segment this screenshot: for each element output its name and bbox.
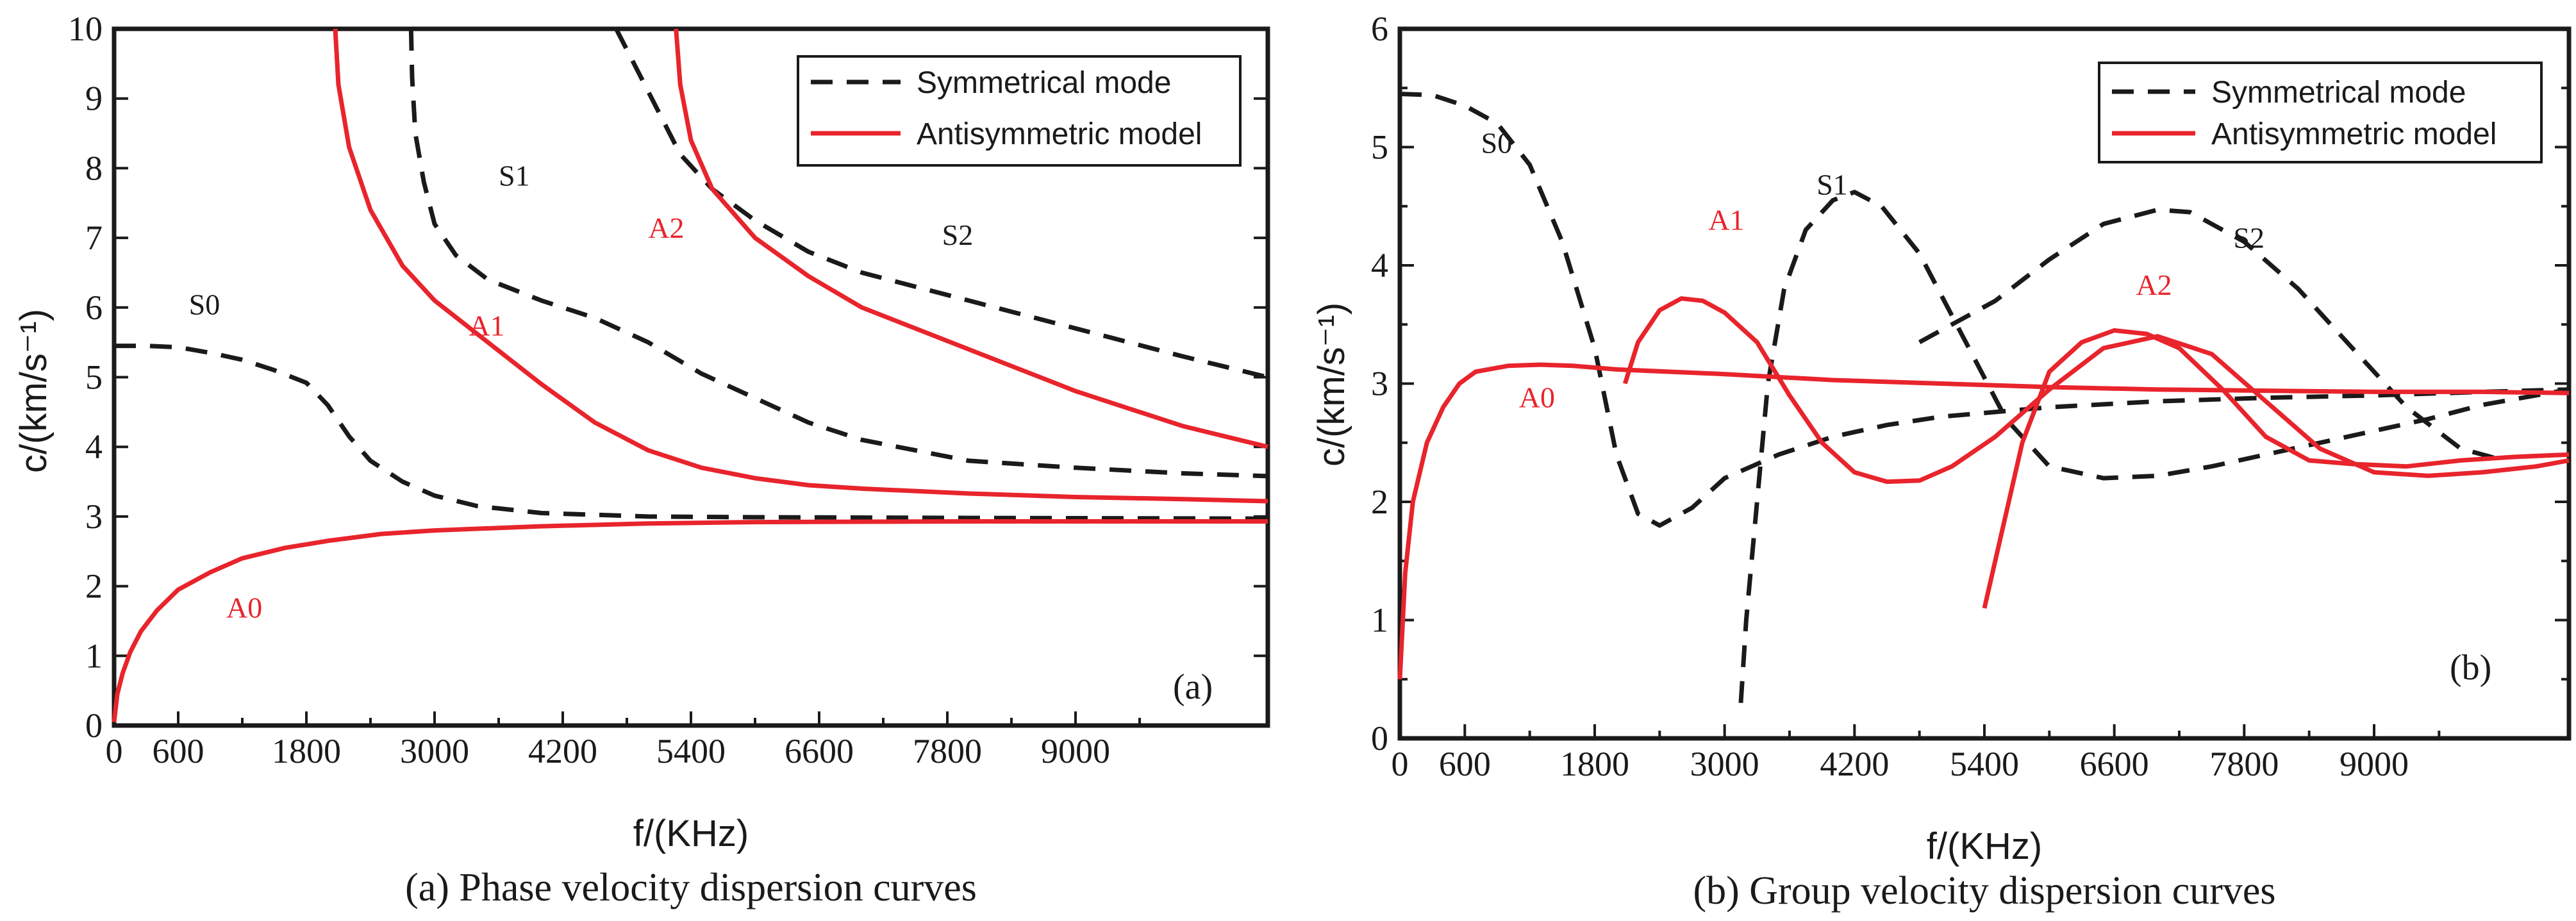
y-tick-label: 1	[1371, 601, 1388, 640]
curve-label-s0-b: S0	[1481, 127, 1513, 160]
curve-label-a2-b: A2	[2136, 269, 2172, 301]
y-tick-label: 3	[1371, 365, 1388, 403]
y-tick-label: 6	[1371, 10, 1388, 48]
y-axis-label-a: c/(km/s⁻¹)	[13, 309, 54, 473]
y-tick-label: 2	[1371, 483, 1388, 521]
y-tick-label: 9	[85, 79, 103, 118]
curve-a2-a	[674, 28, 1268, 449]
x-tick-label: 0	[106, 732, 123, 770]
y-tick-label: 2	[85, 567, 103, 606]
legend-b: Symmetrical mode Antisymmetric model	[2098, 62, 2543, 163]
x-tick-label: 7800	[2209, 745, 2279, 783]
y-tick-label: 4	[85, 427, 103, 466]
curve-label-s1-a: S1	[499, 160, 530, 192]
y-tick-label: 10	[68, 10, 103, 48]
curve-a0-b	[1397, 362, 2570, 679]
x-tick-label: 6600	[2080, 745, 2149, 783]
x-tick-label: 3000	[1690, 745, 1759, 783]
curves-a	[112, 28, 1268, 722]
x-tick-label: 6600	[785, 732, 854, 770]
curve-s1-b	[1738, 190, 2570, 703]
curve-a1-b	[1622, 296, 2570, 485]
curve-labels-a: S0 S1 S2 A0 A1 A2	[189, 160, 974, 624]
legend-symmetric-label-b: Symmetrical mode	[2211, 76, 2466, 110]
y-tick-label: 6	[85, 288, 103, 327]
y-axis-label-b: c/(km/s⁻¹)	[1311, 303, 1352, 467]
y-tick-label: 1	[85, 636, 103, 675]
curve-s1-a	[408, 28, 1268, 479]
curve-label-a0-a: A0	[226, 592, 262, 624]
y-tick-label: 5	[1371, 128, 1388, 167]
panel-tag-b: (b)	[2450, 648, 2491, 688]
curve-label-a0-b: A0	[1519, 381, 1555, 413]
legend-symmetric-label-a: Symmetrical mode	[917, 66, 1171, 100]
caption-b: (b) Group velocity dispersion curves	[1693, 869, 2275, 913]
legend-a: Symmetrical mode Antisymmetric model	[797, 55, 1242, 167]
curve-s0-b	[1399, 92, 2570, 528]
x-tick-label: 1800	[272, 732, 341, 770]
x-tick-label: 3000	[400, 732, 469, 770]
curve-label-s0-a: S0	[189, 288, 220, 321]
curve-label-a2-a: A2	[648, 212, 684, 244]
curve-a0-a	[112, 519, 1268, 722]
curves-b	[1397, 92, 2570, 703]
y-tick-label: 7	[85, 219, 103, 257]
x-tick-label: 600	[1439, 745, 1491, 783]
x-tick-label: 9000	[1041, 732, 1110, 770]
curve-s0-a	[114, 344, 1268, 521]
x-tick-label: 1800	[1560, 745, 1629, 783]
panel-phase-velocity: 0 600 1800 3000 4200 5400 6600 7800 9000 0 1 2 3 4 5 6 7…	[13, 10, 1270, 909]
curve-s2-a	[614, 28, 1268, 379]
legend-box-a	[797, 55, 1242, 167]
curve-a2-b	[1982, 328, 2570, 609]
caption-a: (a) Phase velocity dispersion curves	[405, 866, 977, 909]
legend-box-b	[2098, 62, 2543, 163]
y-tick-label: 4	[1371, 246, 1388, 285]
curve-label-a1-a: A1	[469, 309, 504, 342]
x-axis-label-a: f/(KHz)	[633, 813, 749, 854]
legend-antisymmetric-label-a: Antisymmetric model	[917, 117, 1202, 151]
panel-tag-a: (a)	[1173, 667, 1213, 707]
curve-labels-b: S0 S1 S2 A0 A1 A2	[1481, 127, 2264, 414]
y-tick-label: 8	[85, 149, 103, 187]
panel-group-velocity: 0 600 1800 3000 4200 5400 6600 7800 90000123456 …	[1311, 10, 2572, 913]
x-tick-label: 7800	[913, 732, 982, 770]
x-tick-label: 4200	[528, 732, 597, 770]
y-tick-label: 0	[1371, 719, 1388, 758]
curve-a1-a	[333, 28, 1268, 504]
y-tick-label: 3	[85, 497, 103, 536]
x-tick-label: 5400	[1950, 745, 2019, 783]
curve-label-s2-b: S2	[2233, 221, 2264, 254]
x-axis-label-b: f/(KHz)	[1927, 826, 2042, 867]
y-tick-label: 5	[85, 358, 103, 397]
curve-label-s2-a: S2	[942, 219, 974, 251]
curve-label-a1-b: A1	[1708, 204, 1744, 236]
curve-s2-b	[1918, 207, 2505, 463]
x-tick-label: 0	[1392, 745, 1409, 783]
axis-ticks-a: 0 600 1800 3000 4200 5400 6600 7800 9000 0 1 2 3 4 5 6 7…	[68, 10, 1268, 770]
curve-label-s1-b: S1	[1816, 168, 1848, 201]
x-tick-label: 4200	[1820, 745, 1889, 783]
legend-antisymmetric-label-b: Antisymmetric model	[2211, 117, 2497, 151]
x-tick-label: 5400	[656, 732, 726, 770]
y-tick-label: 0	[85, 706, 103, 745]
x-tick-label: 600	[153, 732, 204, 770]
axis-ticks-b: 0 600 1800 3000 4200 5400 6600 7800 9000 0 1 2 3 4 5 6	[1371, 10, 2569, 783]
x-tick-label: 9000	[2339, 745, 2409, 783]
